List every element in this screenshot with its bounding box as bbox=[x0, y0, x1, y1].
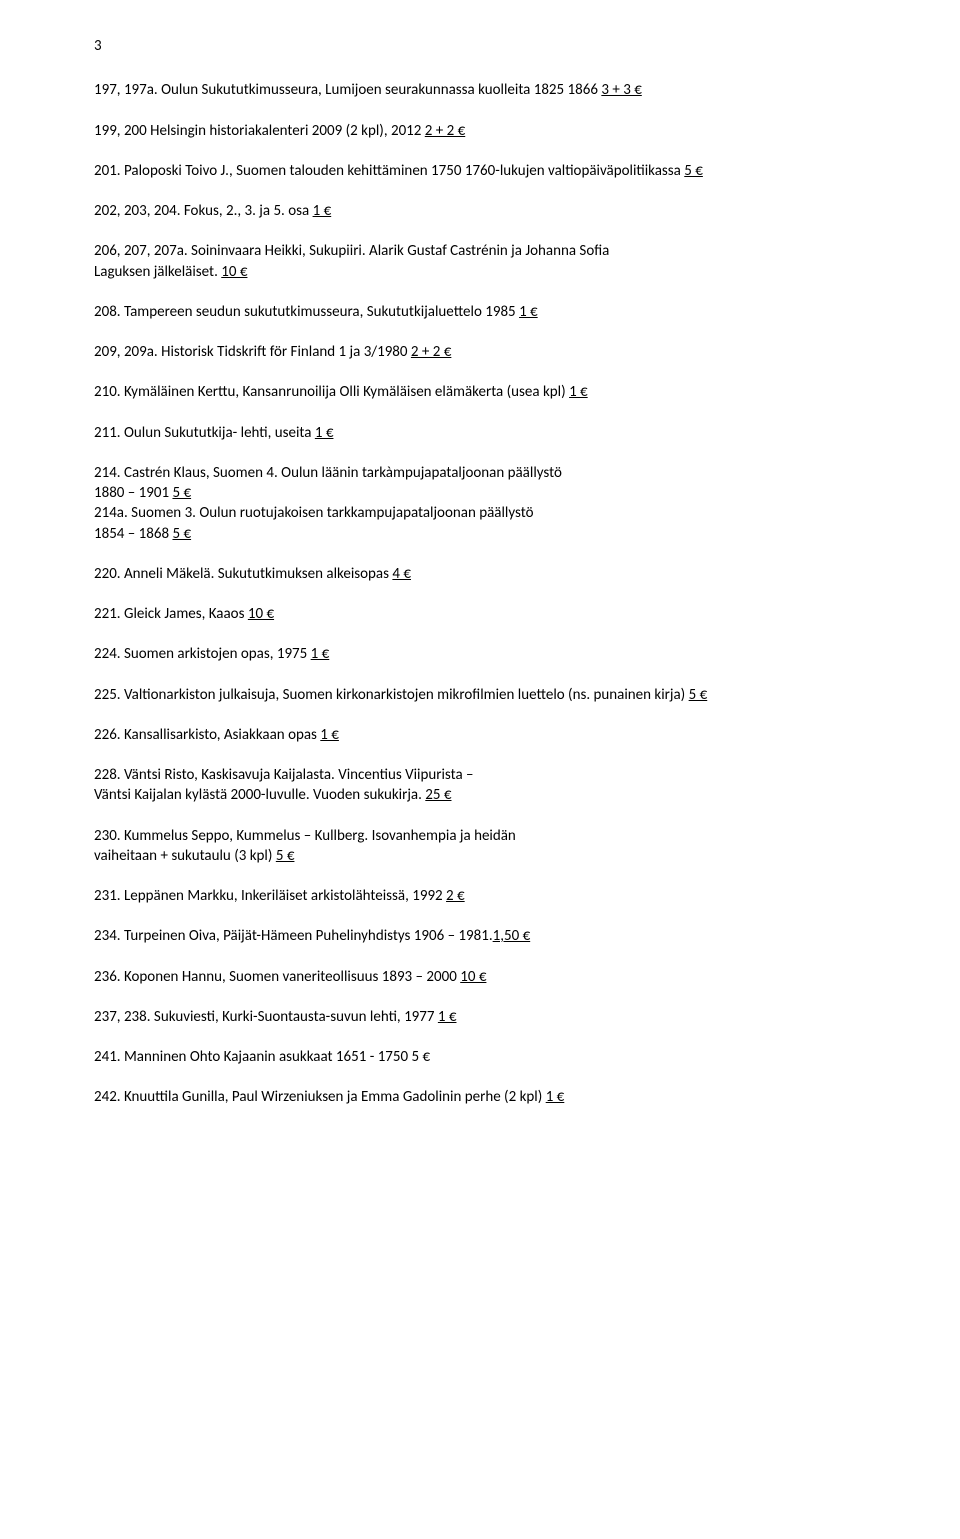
price: 5 € bbox=[276, 847, 295, 865]
list-item: 208. Tampereen seudun sukututkimusseura,… bbox=[94, 302, 866, 322]
list-item: 225. Valtionarkiston julkaisuja, Suomen … bbox=[94, 685, 866, 705]
price: 3 + 3 € bbox=[601, 81, 641, 99]
entry-text: 226. Kansallisarkisto, Asiakkaan opas bbox=[94, 726, 320, 744]
price: 10 € bbox=[248, 605, 274, 623]
list-item: 201. Paloposki Toivo J., Suomen talouden… bbox=[94, 161, 866, 181]
entry-text: 237, 238. Sukuviesti, Kurki-Suontausta-s… bbox=[94, 1008, 438, 1026]
price: 4 € bbox=[392, 565, 411, 583]
price: 1 € bbox=[320, 726, 339, 744]
entry-text: 242. Knuuttila Gunilla, Paul Wirzeniukse… bbox=[94, 1088, 546, 1106]
list-item: 242. Knuuttila Gunilla, Paul Wirzeniukse… bbox=[94, 1087, 866, 1107]
list-item: 231. Leppänen Markku, Inkeriläiset arkis… bbox=[94, 886, 866, 906]
list-item: 230. Kummelus Seppo, Kummelus – Kullberg… bbox=[94, 826, 866, 867]
entry-text: 214a. Suomen 3. Oulun ruotujakoisen tark… bbox=[94, 504, 533, 522]
price: 1 € bbox=[569, 383, 588, 401]
entry-text: 224. Suomen arkistojen opas, 1975 bbox=[94, 645, 311, 663]
entry-text: 1880 – 1901 bbox=[94, 484, 172, 502]
entry-text: vaiheitaan + sukutaulu (3 kpl) bbox=[94, 847, 276, 865]
price: 25 € bbox=[425, 786, 451, 804]
entry-text: 1854 – 1868 bbox=[94, 525, 172, 543]
price: 2 € bbox=[446, 887, 465, 905]
entry-text: 234. Turpeinen Oiva, Päijät-Hämeen Puhel… bbox=[94, 927, 493, 945]
list-item: 226. Kansallisarkisto, Asiakkaan opas 1 … bbox=[94, 725, 866, 745]
entry-text: 211. Oulun Sukututkija- lehti, useita bbox=[94, 424, 315, 442]
entry-text: Laguksen jälkeläiset. bbox=[94, 263, 221, 281]
price: 1 € bbox=[311, 645, 330, 663]
price: 10 € bbox=[460, 968, 486, 986]
entry-text: 225. Valtionarkiston julkaisuja, Suomen … bbox=[94, 686, 689, 704]
entry-text: 230. Kummelus Seppo, Kummelus – Kullberg… bbox=[94, 827, 516, 845]
list-item: 199, 200 Helsingin historiakalenteri 200… bbox=[94, 121, 866, 141]
price: 1 € bbox=[313, 202, 332, 220]
price: 1,50 € bbox=[493, 927, 531, 945]
list-item: 237, 238. Sukuviesti, Kurki-Suontausta-s… bbox=[94, 1007, 866, 1027]
list-item: 206, 207, 207a. Soininvaara Heikki, Suku… bbox=[94, 241, 866, 282]
entry-text: 236. Koponen Hannu, Suomen vaneriteollis… bbox=[94, 968, 460, 986]
price: 1 € bbox=[315, 424, 334, 442]
price: 1 € bbox=[519, 303, 538, 321]
price: 5 € bbox=[689, 686, 708, 704]
entry-text: 220. Anneli Mäkelä. Sukututkimuksen alke… bbox=[94, 565, 392, 583]
entry-text: 206, 207, 207a. Soininvaara Heikki, Suku… bbox=[94, 242, 609, 260]
price: 2 + 2 € bbox=[411, 343, 451, 361]
list-item: 220. Anneli Mäkelä. Sukututkimuksen alke… bbox=[94, 564, 866, 584]
price: 5 € bbox=[172, 484, 191, 502]
entry-text: 209, 209a. Historisk Tidskrift för Finla… bbox=[94, 343, 411, 361]
entry-text: 210. Kymäläinen Kerttu, Kansanrunoilija … bbox=[94, 383, 569, 401]
entry-text: 214. Castrén Klaus, Suomen 4. Oulun lään… bbox=[94, 464, 562, 482]
entry-text: 228. Väntsi Risto, Kaskisavuja Kaijalast… bbox=[94, 766, 474, 784]
entry-text: 201. Paloposki Toivo J., Suomen talouden… bbox=[94, 162, 684, 180]
entry-text: 197, 197a. Oulun Sukututkimusseura, Lumi… bbox=[94, 81, 601, 99]
price: 10 € bbox=[221, 263, 247, 281]
list-item: 214. Castrén Klaus, Suomen 4. Oulun lään… bbox=[94, 463, 866, 544]
entry-text: 221. Gleick James, Kaaos bbox=[94, 605, 248, 623]
entry-text: 199, 200 Helsingin historiakalenteri 200… bbox=[94, 122, 425, 140]
price: 5 € bbox=[172, 525, 191, 543]
entry-text: 208. Tampereen seudun sukututkimusseura,… bbox=[94, 303, 519, 321]
price: 5 € bbox=[684, 162, 703, 180]
list-item: 197, 197a. Oulun Sukututkimusseura, Lumi… bbox=[94, 80, 866, 100]
entry-text: 202, 203, 204. Fokus, 2., 3. ja 5. osa bbox=[94, 202, 313, 220]
list-item: 236. Koponen Hannu, Suomen vaneriteollis… bbox=[94, 967, 866, 987]
list-item: 210. Kymäläinen Kerttu, Kansanrunoilija … bbox=[94, 382, 866, 402]
entry-text: Väntsi Kaijalan kylästä 2000-luvulle. Vu… bbox=[94, 786, 425, 804]
list-item: 234. Turpeinen Oiva, Päijät-Hämeen Puhel… bbox=[94, 926, 866, 946]
list-item: 211. Oulun Sukututkija- lehti, useita 1 … bbox=[94, 423, 866, 443]
list-item: 228. Väntsi Risto, Kaskisavuja Kaijalast… bbox=[94, 765, 866, 806]
list-item: 221. Gleick James, Kaaos 10 € bbox=[94, 604, 866, 624]
entry-list: 197, 197a. Oulun Sukututkimusseura, Lumi… bbox=[94, 80, 866, 1107]
entry-text: 241. Manninen Ohto Kajaanin asukkaat 165… bbox=[94, 1048, 430, 1066]
document-page: 3 197, 197a. Oulun Sukututkimusseura, Lu… bbox=[0, 0, 960, 1539]
list-item: 241. Manninen Ohto Kajaanin asukkaat 165… bbox=[94, 1047, 866, 1067]
list-item: 202, 203, 204. Fokus, 2., 3. ja 5. osa 1… bbox=[94, 201, 866, 221]
list-item: 224. Suomen arkistojen opas, 1975 1 € bbox=[94, 644, 866, 664]
price: 2 + 2 € bbox=[425, 122, 465, 140]
price: 1 € bbox=[438, 1008, 457, 1026]
list-item: 209, 209a. Historisk Tidskrift för Finla… bbox=[94, 342, 866, 362]
page-number: 3 bbox=[94, 36, 866, 56]
price: 1 € bbox=[546, 1088, 565, 1106]
entry-text: 231. Leppänen Markku, Inkeriläiset arkis… bbox=[94, 887, 446, 905]
